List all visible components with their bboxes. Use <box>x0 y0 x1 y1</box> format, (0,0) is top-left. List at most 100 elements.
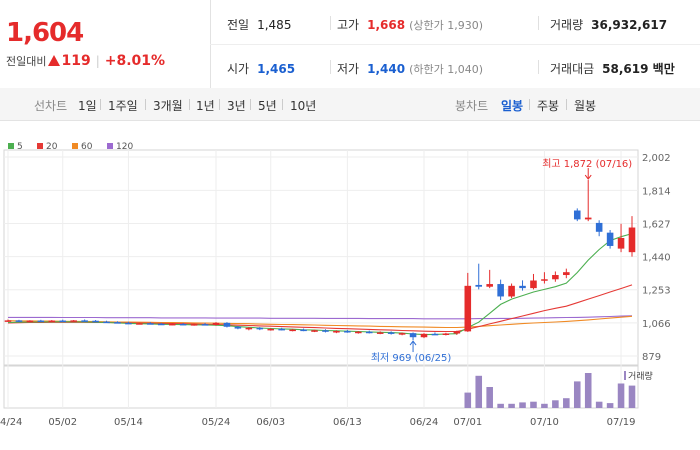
x-tick-label: 07/01 <box>453 417 482 428</box>
tab-1y[interactable]: 1년 <box>196 99 215 113</box>
candle-body <box>223 322 231 327</box>
candle-body <box>157 323 165 326</box>
y-tick-label: 1,627 <box>642 219 671 230</box>
volume-bar <box>464 392 472 408</box>
candle-body <box>48 320 56 323</box>
tab-3m[interactable]: 3개월 <box>153 99 183 113</box>
volume-bar <box>497 403 504 408</box>
candle-body <box>300 329 307 332</box>
open-price: 시가 1,465 <box>227 62 296 76</box>
tab-daily[interactable]: 일봉 <box>501 99 524 113</box>
candle-body <box>26 320 34 323</box>
candle-body <box>103 321 110 324</box>
candle-body <box>234 326 242 329</box>
candle-body <box>398 333 406 335</box>
price-box: 1,604 전일대비 119 | +8.01% <box>0 0 211 88</box>
volume-bar <box>475 375 483 408</box>
candle-body <box>442 333 450 335</box>
low-arrow-head <box>409 340 417 346</box>
high-price: 고가 1,668 (상한가 1,930) <box>337 18 483 32</box>
candle-body <box>486 284 493 287</box>
trade-amount: 거래대금 58,619 백만 <box>550 62 675 76</box>
volume-label: 거래량 <box>628 370 653 382</box>
candle-body <box>256 327 264 330</box>
x-tick-label: 06/13 <box>333 417 362 428</box>
low-annotation: 최저 969 (06/25) <box>371 352 452 364</box>
volume-bar <box>573 381 581 408</box>
volume-bar <box>606 403 614 408</box>
candle-body <box>125 322 132 325</box>
candle-body <box>409 333 417 338</box>
tab-monthly[interactable]: 월봉 <box>574 99 597 113</box>
candle-body <box>4 320 12 322</box>
line-chart-label: 선차트 <box>34 99 68 113</box>
candle-body <box>519 285 526 289</box>
candle-body <box>453 331 461 334</box>
x-tick-label: 07/10 <box>530 417 559 428</box>
candle-body <box>59 320 67 323</box>
tab-1d[interactable]: 1일 <box>78 99 97 113</box>
x-tick-label: 07/19 <box>607 417 636 428</box>
y-tick-label: 879 <box>642 352 661 363</box>
low-price: 저가 1,440 (하한가 1,040) <box>337 62 483 76</box>
candle-body <box>190 324 198 326</box>
candle-body <box>179 323 187 326</box>
volume: 거래량 36,932,617 <box>550 18 668 32</box>
candle-body <box>464 285 472 332</box>
candle-body <box>497 284 504 297</box>
candle-body <box>81 320 88 322</box>
candle-body <box>168 323 176 326</box>
volume-bar <box>541 403 548 408</box>
legend-label: 60 <box>81 142 93 152</box>
ma60-line <box>7 315 633 329</box>
candle-body <box>289 329 296 332</box>
price-change: 전일대비 119 | +8.01% <box>6 53 166 69</box>
candle-body <box>311 330 318 332</box>
volume-bar <box>584 373 592 408</box>
candle-body <box>267 328 275 331</box>
y-tick-label: 1,066 <box>642 319 671 330</box>
candle-body <box>322 330 329 332</box>
ma5-line <box>7 233 633 336</box>
x-tick-label: 05/14 <box>114 417 143 428</box>
tab-3y[interactable]: 3년 <box>227 99 246 113</box>
legend-swatch <box>72 143 78 149</box>
price-panel-frame <box>3 149 639 367</box>
candle-body <box>628 227 636 253</box>
volume-bar <box>486 387 493 408</box>
volume-bar <box>617 383 625 408</box>
candle-body <box>201 324 209 326</box>
y-tick-label: 2,002 <box>642 153 671 164</box>
legend-label: 20 <box>46 142 58 152</box>
tab-10y[interactable]: 10년 <box>290 99 317 113</box>
volume-bar <box>563 398 570 408</box>
candle-body <box>530 280 537 289</box>
prev-close: 전일 1,485 <box>227 18 292 32</box>
volume-bar <box>595 401 603 408</box>
change-rate: +8.01% <box>104 53 166 69</box>
candle-body <box>245 327 253 330</box>
tab-5y[interactable]: 5년 <box>258 99 277 113</box>
tab-weekly[interactable]: 주봉 <box>537 99 560 113</box>
candle-body <box>333 331 340 333</box>
candle-body <box>37 320 45 323</box>
high-annotation: 최고 1,872 (07/16) <box>542 158 632 170</box>
y-tick-label: 1,253 <box>642 286 671 297</box>
candle-body <box>552 275 559 280</box>
tab-1w[interactable]: 1주일 <box>108 99 138 113</box>
candle-body <box>212 322 220 325</box>
volume-bar <box>552 400 559 408</box>
y-tick-label: 1,814 <box>642 186 671 197</box>
candle-body <box>15 320 23 322</box>
candle-body <box>355 331 362 334</box>
candle-body <box>114 322 121 324</box>
legend-swatch <box>8 143 14 149</box>
candle-body <box>147 323 154 325</box>
x-tick-label: 04/24 <box>0 417 22 428</box>
x-tick-label: 06/03 <box>256 417 285 428</box>
candle-body <box>563 272 570 276</box>
volume-legend-swatch <box>624 371 626 380</box>
y-tick-label: 1,440 <box>642 253 671 264</box>
up-arrow-icon <box>48 55 61 66</box>
